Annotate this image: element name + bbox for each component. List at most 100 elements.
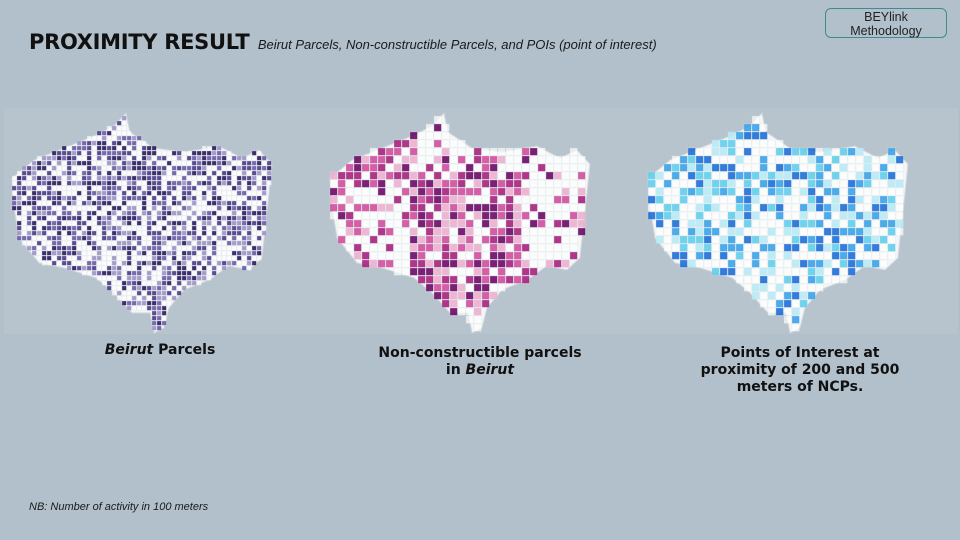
grid-cell: [141, 155, 147, 161]
grid-cell: [441, 179, 450, 188]
grid-cell: [473, 235, 482, 244]
grid-cell: [799, 187, 808, 196]
grid-cell: [441, 275, 450, 284]
grid-cell: [51, 180, 57, 186]
grid-cell: [481, 195, 490, 204]
grid-cell: [146, 240, 152, 246]
grid-cell: [56, 175, 62, 181]
grid-cell: [246, 250, 252, 256]
grid-cell: [863, 259, 872, 268]
grid-cell: [783, 307, 792, 316]
grid-cell: [196, 180, 202, 186]
grid-cell: [226, 165, 232, 171]
grid-cell: [81, 270, 87, 276]
grid-cell: [131, 240, 137, 246]
grid-cell: [111, 235, 117, 241]
grid-cell: [537, 163, 546, 172]
grid-cell: [191, 265, 197, 271]
grid-cell: [191, 225, 197, 231]
grid-cell: [815, 275, 824, 284]
grid-cell: [505, 267, 514, 276]
grid-cell: [246, 245, 252, 251]
grid-cell: [871, 211, 880, 220]
grid-cell: [807, 243, 816, 252]
grid-cell: [236, 230, 242, 236]
grid-cell: [671, 235, 680, 244]
grid-cell: [141, 220, 147, 226]
grid-cell: [759, 291, 768, 300]
grid-cell: [181, 220, 187, 226]
grid-cell: [86, 135, 92, 141]
grid-cell: [56, 220, 62, 226]
grid-cell: [116, 125, 122, 131]
grid-cell: [465, 219, 474, 228]
grid-cell: [51, 150, 57, 156]
grid-cell: [473, 243, 482, 252]
grid-cell: [131, 250, 137, 256]
grid-cell: [489, 291, 498, 300]
grid-cell: [166, 285, 172, 291]
grid-cell: [505, 235, 514, 244]
grid-cell: [775, 259, 784, 268]
grid-cell: [441, 131, 450, 140]
grid-cell: [151, 235, 157, 241]
grid-cell: [417, 219, 426, 228]
grid-cell: [863, 203, 872, 212]
grid-cell: [111, 270, 117, 276]
grid-cell: [26, 165, 32, 171]
grid-cell: [871, 203, 880, 212]
grid-cell: [513, 203, 522, 212]
grid-cell: [61, 260, 67, 266]
grid-cell: [81, 185, 87, 191]
grid-cell: [236, 180, 242, 186]
grid-cell: [799, 211, 808, 220]
grid-cell: [409, 235, 418, 244]
grid-cell: [206, 235, 212, 241]
grid-cell: [791, 211, 800, 220]
grid-cell: [111, 190, 117, 196]
grid-cell: [191, 270, 197, 276]
grid-cell: [136, 295, 142, 301]
grid-cell: [126, 280, 132, 286]
grid-cell: [76, 265, 82, 271]
grid-cell: [91, 230, 97, 236]
grid-cell: [16, 170, 22, 176]
grid-cell: [895, 211, 904, 220]
grid-cell: [695, 211, 704, 220]
grid-cell: [791, 171, 800, 180]
grid-cell: [345, 179, 354, 188]
grid-cell: [513, 259, 522, 268]
grid-cell: [141, 260, 147, 266]
grid-cell: [26, 245, 32, 251]
grid-cell: [91, 170, 97, 176]
grid-cell: [425, 283, 434, 292]
grid-cell: [21, 205, 27, 211]
grid-cell: [186, 165, 192, 171]
grid-cell: [783, 291, 792, 300]
grid-cell: [86, 170, 92, 176]
grid-cell: [775, 267, 784, 276]
grid-cell: [151, 205, 157, 211]
grid-cell: [36, 215, 42, 221]
grid-cell: [791, 219, 800, 228]
grid-cell: [719, 139, 728, 148]
grid-cell: [353, 179, 362, 188]
grid-cell: [76, 240, 82, 246]
grid-cell: [775, 291, 784, 300]
grid-cell: [21, 195, 27, 201]
grid-cell: [767, 203, 776, 212]
grid-cell: [847, 219, 856, 228]
methodology-badge[interactable]: BEYlink Methodology: [825, 8, 947, 38]
grid-cell: [161, 165, 167, 171]
grid-cell: [141, 225, 147, 231]
grid-cell: [201, 210, 207, 216]
grid-cell: [126, 265, 132, 271]
grid-cell: [783, 163, 792, 172]
grid-cell: [791, 195, 800, 204]
grid-cell: [545, 187, 554, 196]
grid-cell: [497, 203, 506, 212]
grid-cell: [111, 210, 117, 216]
grid-cell: [735, 219, 744, 228]
grid-cell: [146, 205, 152, 211]
grid-cell: [71, 235, 77, 241]
